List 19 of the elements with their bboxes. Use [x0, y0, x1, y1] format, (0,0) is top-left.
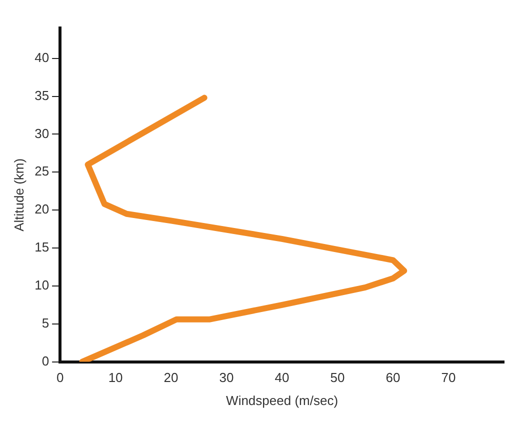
- x-tick-label: 40: [274, 370, 290, 386]
- x-tick-label: 60: [386, 370, 400, 386]
- y-tick-label: 0: [42, 353, 50, 368]
- x-tick-label: 10: [108, 370, 123, 386]
- x-axis-title: Windspeed (m/sec): [226, 392, 338, 408]
- y-tick-label: 15: [34, 240, 50, 255]
- y-tick-label: 35: [34, 88, 50, 103]
- y-tick-label: 40: [34, 50, 50, 65]
- y-tick-label: 20: [34, 202, 50, 217]
- y-tick-label: 25: [34, 164, 50, 179]
- x-tick-label: 0: [56, 370, 64, 386]
- x-tick-label: 20: [164, 370, 178, 386]
- x-tick-label: 50: [330, 370, 345, 386]
- x-tick-label: 30: [219, 370, 234, 386]
- y-tick-label: 5: [42, 315, 50, 330]
- y-tick-label: 30: [34, 126, 50, 141]
- x-tick-label: 70: [441, 370, 456, 386]
- y-axis-title: Altitude (km): [11, 158, 26, 232]
- y-tick-label: 10: [34, 278, 50, 293]
